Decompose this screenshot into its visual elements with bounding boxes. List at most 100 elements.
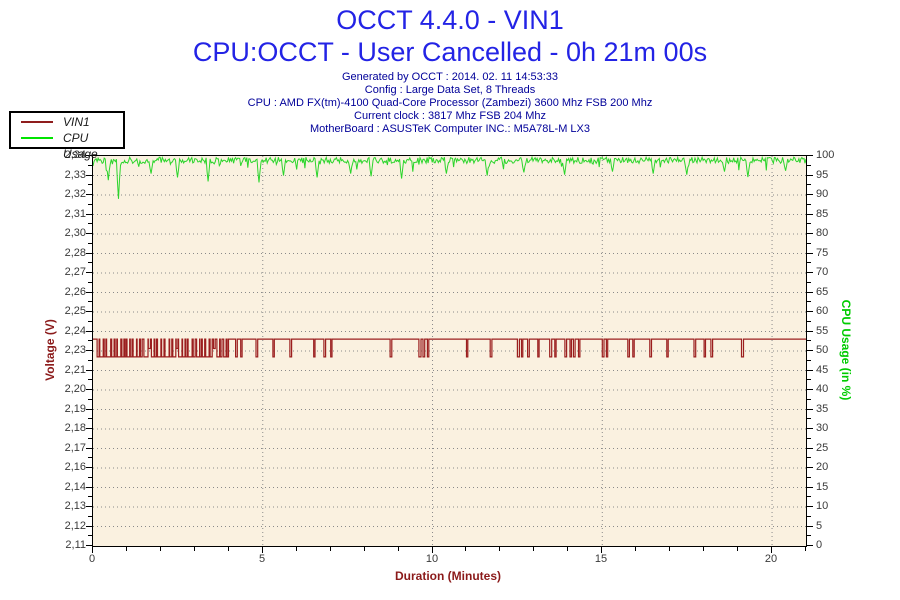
y-left-tick — [86, 448, 92, 449]
y-right-tick — [807, 448, 813, 449]
y-right-tick — [807, 526, 813, 527]
y-left-tick — [86, 428, 92, 429]
y-left-tick-label: 2,27 — [64, 266, 86, 278]
x-axis-tick — [601, 547, 602, 553]
y-left-tick — [88, 399, 92, 400]
y-right-tick-label: 60 — [816, 305, 829, 317]
y-right-tick — [807, 496, 811, 497]
y-left-tick — [86, 506, 92, 507]
chart-info: Generated by OCCT : 2014. 02. 11 14:53:3… — [0, 71, 900, 136]
vin1-line-sample — [21, 121, 53, 123]
x-axis-tick — [194, 547, 195, 551]
y-left-tick — [88, 457, 92, 458]
y-right-tick — [807, 477, 811, 478]
x-axis-tick — [771, 547, 772, 553]
y-right-tick — [807, 418, 811, 419]
y-left-tick — [88, 496, 92, 497]
y-right-tick-label: 90 — [816, 188, 829, 200]
y-left-tick — [86, 155, 92, 156]
y-left-tick — [88, 379, 92, 380]
y-right-tick — [807, 204, 811, 205]
y-right-tick — [807, 487, 813, 488]
y-left-tick — [86, 175, 92, 176]
info-line-config: Config : Large Data Set, 8 Threads — [364, 84, 536, 96]
y-left-tick — [88, 438, 92, 439]
y-left-tick — [86, 526, 92, 527]
y-left-tick — [88, 321, 92, 322]
y-left-tick — [88, 418, 92, 419]
y-left-tick — [86, 389, 92, 390]
y-left-tick-label: 2,31 — [64, 208, 86, 220]
y-right-tick — [807, 243, 811, 244]
y-left-tick-label: 2,16 — [64, 461, 86, 473]
y-right-tick — [807, 321, 811, 322]
y-left-tick-label: 2,24 — [64, 325, 86, 337]
y-left-tick — [88, 243, 92, 244]
y-left-tick-label: 2,12 — [64, 520, 86, 532]
legend-item-cpu-usage: CPU Usage — [11, 130, 123, 161]
x-tick-label: 0 — [88, 553, 96, 565]
y-right-tick-label: 75 — [816, 247, 829, 259]
y-right-tick — [807, 272, 813, 273]
y-right-tick — [807, 545, 813, 546]
y-left-tick — [88, 535, 92, 536]
y-right-tick-label: 85 — [816, 208, 829, 220]
y-right-tick — [807, 301, 811, 302]
y-left-tick — [86, 409, 92, 410]
legend-label-cpu-usage: CPU Usage — [63, 131, 98, 161]
y-right-tick — [807, 516, 811, 517]
y-left-tick — [88, 340, 92, 341]
y-right-tick — [807, 370, 813, 371]
cpu-usage-line — [93, 156, 806, 199]
y-right-tick — [807, 292, 813, 293]
y-right-tick-label: 0 — [816, 539, 823, 551]
y-right-tick — [807, 282, 811, 283]
y-right-tick — [807, 253, 813, 254]
x-axis-tick — [567, 547, 568, 551]
y-right-tick — [807, 506, 813, 507]
y-left-tick — [88, 477, 92, 478]
y-left-tick-label: 2,14 — [64, 481, 86, 493]
x-axis-tick — [499, 547, 500, 551]
x-axis-tick — [635, 547, 636, 551]
y-right-tick — [807, 194, 813, 195]
y-right-tick — [807, 457, 811, 458]
y-left-tick — [86, 194, 92, 195]
y-right-tick — [807, 350, 813, 351]
chart-svg — [93, 156, 806, 546]
x-axis-tick — [432, 547, 433, 553]
y-left-tick — [86, 467, 92, 468]
x-axis-tick — [703, 547, 704, 551]
y-left-tick — [88, 262, 92, 263]
x-axis-tick — [364, 547, 365, 551]
y-left-tick-label: 2,13 — [64, 500, 86, 512]
y-left-tick-label: 2,34 — [64, 149, 86, 161]
y-left-tick — [86, 214, 92, 215]
x-tick-label: 20 — [764, 553, 778, 565]
y-right-tick — [807, 184, 811, 185]
y-left-tick-label: 2,21 — [64, 364, 86, 376]
y-right-tick-label: 20 — [816, 461, 829, 473]
x-tick-label: 10 — [425, 553, 439, 565]
y-left-tick — [86, 350, 92, 351]
y-left-tick-label: 2,23 — [64, 344, 86, 356]
y-left-tick-label: 2,33 — [64, 169, 86, 181]
info-line-cpu: CPU : AMD FX(tm)-4100 Quad-Core Processo… — [247, 97, 653, 109]
y-right-tick — [807, 389, 813, 390]
y-right-tick-label: 100 — [816, 149, 835, 161]
y-right-tick-label: 30 — [816, 422, 829, 434]
cpu-usage-line-sample — [21, 137, 53, 139]
y-left-tick — [86, 272, 92, 273]
x-axis-tick — [228, 547, 229, 551]
y-left-tick-label: 2,19 — [64, 403, 86, 415]
y-right-tick — [807, 467, 813, 468]
y-right-tick — [807, 428, 813, 429]
y-left-tick — [88, 282, 92, 283]
y-right-tick — [807, 399, 811, 400]
y-left-tick-label: 2,32 — [64, 188, 86, 200]
y-left-tick-label: 2,26 — [64, 286, 86, 298]
x-axis-tick — [533, 547, 534, 551]
y-left-tick — [88, 184, 92, 185]
x-axis-tick — [398, 547, 399, 551]
y-right-tick — [807, 331, 813, 332]
